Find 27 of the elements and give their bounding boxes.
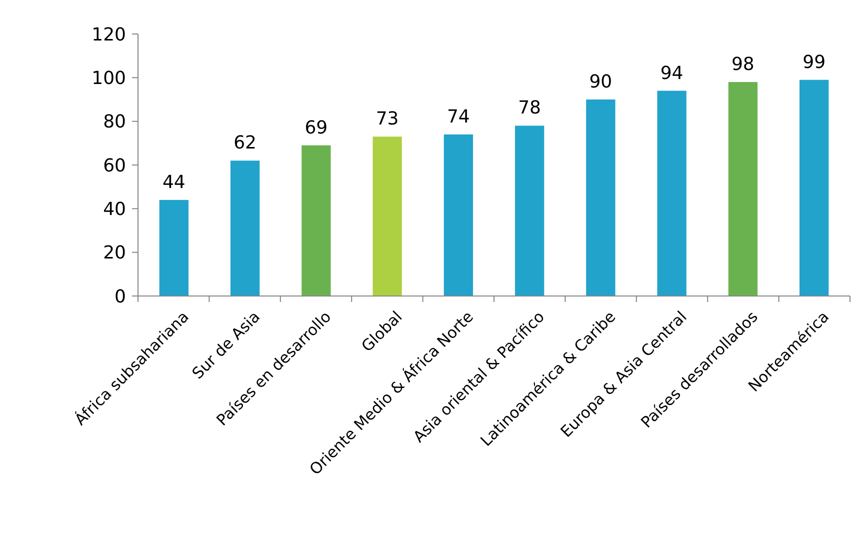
- bar: [444, 134, 474, 296]
- y-tick-label: 40: [103, 198, 126, 220]
- bar: [514, 126, 544, 296]
- bar: [230, 160, 260, 296]
- y-tick-label: 120: [92, 24, 126, 46]
- data-label: 90: [589, 72, 612, 92]
- bar: [586, 100, 616, 296]
- bar: [657, 90, 686, 296]
- bar: [372, 136, 402, 296]
- data-label: 44: [162, 172, 186, 193]
- data-label: 74: [446, 106, 470, 128]
- y-tick-label: 20: [103, 242, 126, 264]
- bar: [302, 145, 331, 296]
- data-label: 99: [802, 52, 826, 73]
- y-tick-label: 0: [114, 286, 126, 308]
- y-tick-label: 80: [103, 112, 126, 133]
- y-tick-label: 100: [92, 68, 126, 89]
- bar: [728, 82, 758, 296]
- data-label: 73: [376, 108, 399, 130]
- data-label: 62: [234, 132, 256, 154]
- bar: [800, 80, 829, 296]
- y-tick-label: 60: [103, 155, 126, 176]
- bar: [159, 200, 188, 296]
- data-label: 98: [732, 54, 754, 76]
- data-label: 69: [304, 117, 328, 138]
- data-label: 78: [518, 98, 542, 119]
- data-label: 94: [660, 62, 684, 84]
